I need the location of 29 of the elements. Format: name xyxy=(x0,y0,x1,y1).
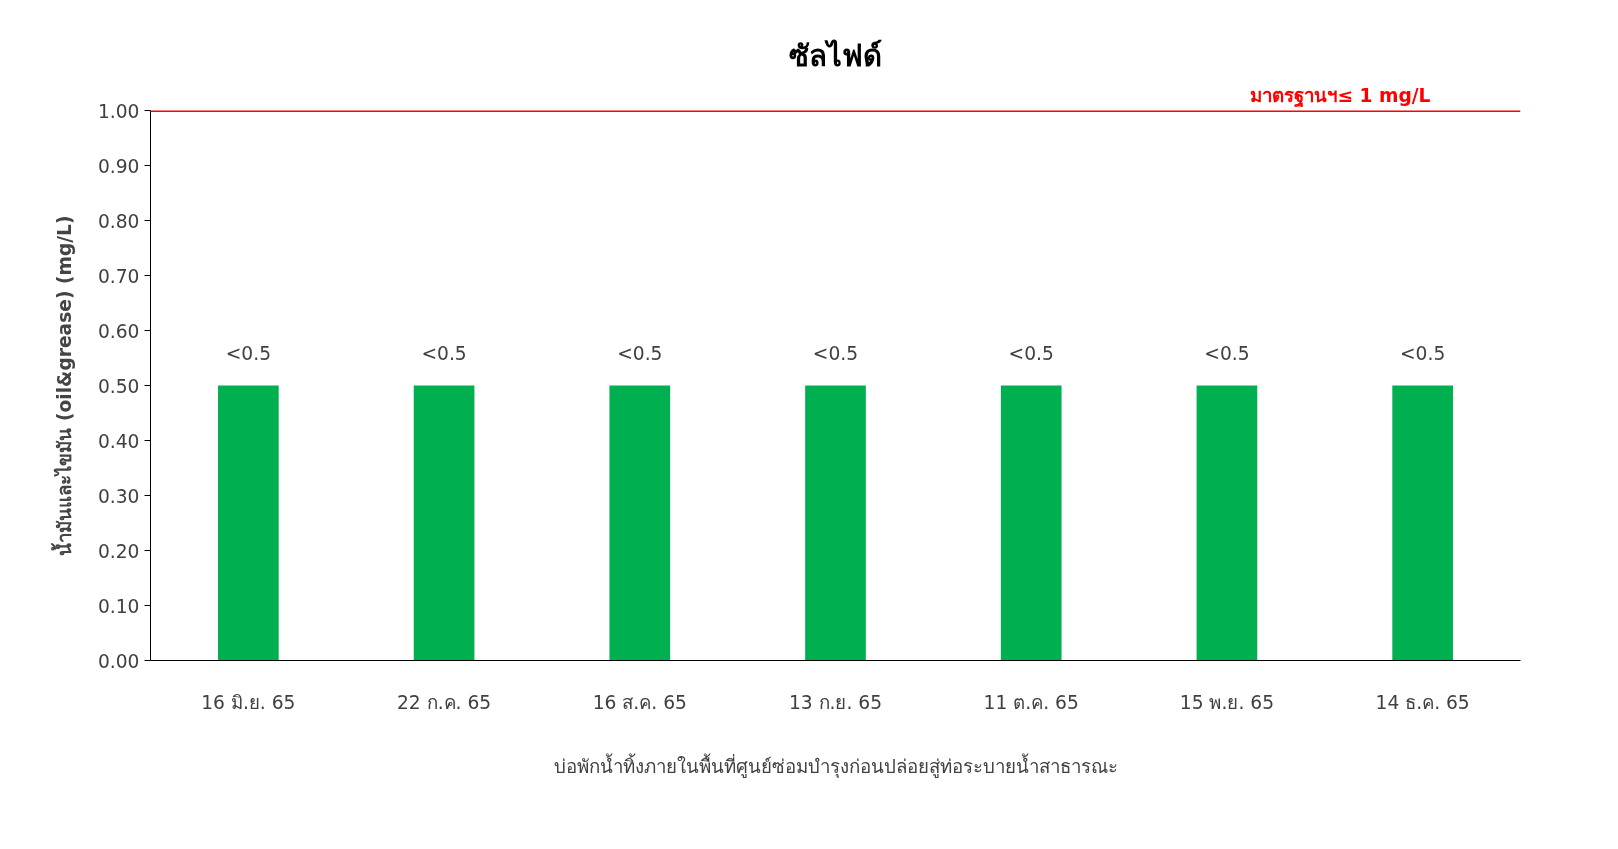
y-tick-label: 0.50 xyxy=(97,375,140,397)
y-tick-label: 0.10 xyxy=(97,595,140,617)
y-tick-label: 0.40 xyxy=(97,430,140,452)
y-tick-label: 0.80 xyxy=(97,210,140,232)
x-tick-label: 13 ก.ย. 65 xyxy=(788,691,883,713)
chart-title: ซัลไฟด์ xyxy=(789,38,882,73)
data-label: <0.5 xyxy=(1204,342,1250,364)
x-axis-title: บ่อพักน้ำทิ้งภายในพื้นที่ศูนย์ซ่อมบำรุงก่อนปล่อยสู่ท่อระบายน้ำสาธารณะ xyxy=(553,752,1118,779)
data-label: <0.5 xyxy=(421,342,467,364)
x-tick-label: 22 ก.ค. 65 xyxy=(396,691,492,713)
y-tick-label: 1.00 xyxy=(97,100,140,122)
x-tick-label: 16 ส.ค. 65 xyxy=(592,691,687,713)
data-label: <0.5 xyxy=(812,342,859,364)
y-tick-label: 0.60 xyxy=(97,320,140,342)
x-tick-label: 16 มิ.ย. 65 xyxy=(201,691,296,713)
ref-line-label: มาตรฐานฯ≤ 1 mg/L xyxy=(1250,84,1431,108)
data-label: <0.5 xyxy=(225,342,272,364)
y-axis-title: น้ำมันและไขมัน (oil&grease) (mg/L) xyxy=(50,215,75,556)
data-label: <0.5 xyxy=(617,342,663,364)
y-tick-label: 0.90 xyxy=(97,155,140,177)
y-tick-label: 0.20 xyxy=(97,540,140,562)
data-label: <0.5 xyxy=(1008,342,1054,364)
y-tick-label: 0.70 xyxy=(97,265,140,287)
y-tick-label: 0.00 xyxy=(97,650,140,672)
x-tick-label: 15 พ.ย. 65 xyxy=(1179,691,1275,713)
y-tick-label: 0.30 xyxy=(97,485,140,507)
x-tick-label: 11 ต.ค. 65 xyxy=(983,691,1079,713)
x-tick-label: 14 ธ.ค. 65 xyxy=(1375,691,1470,713)
data-label: <0.5 xyxy=(1399,342,1446,364)
